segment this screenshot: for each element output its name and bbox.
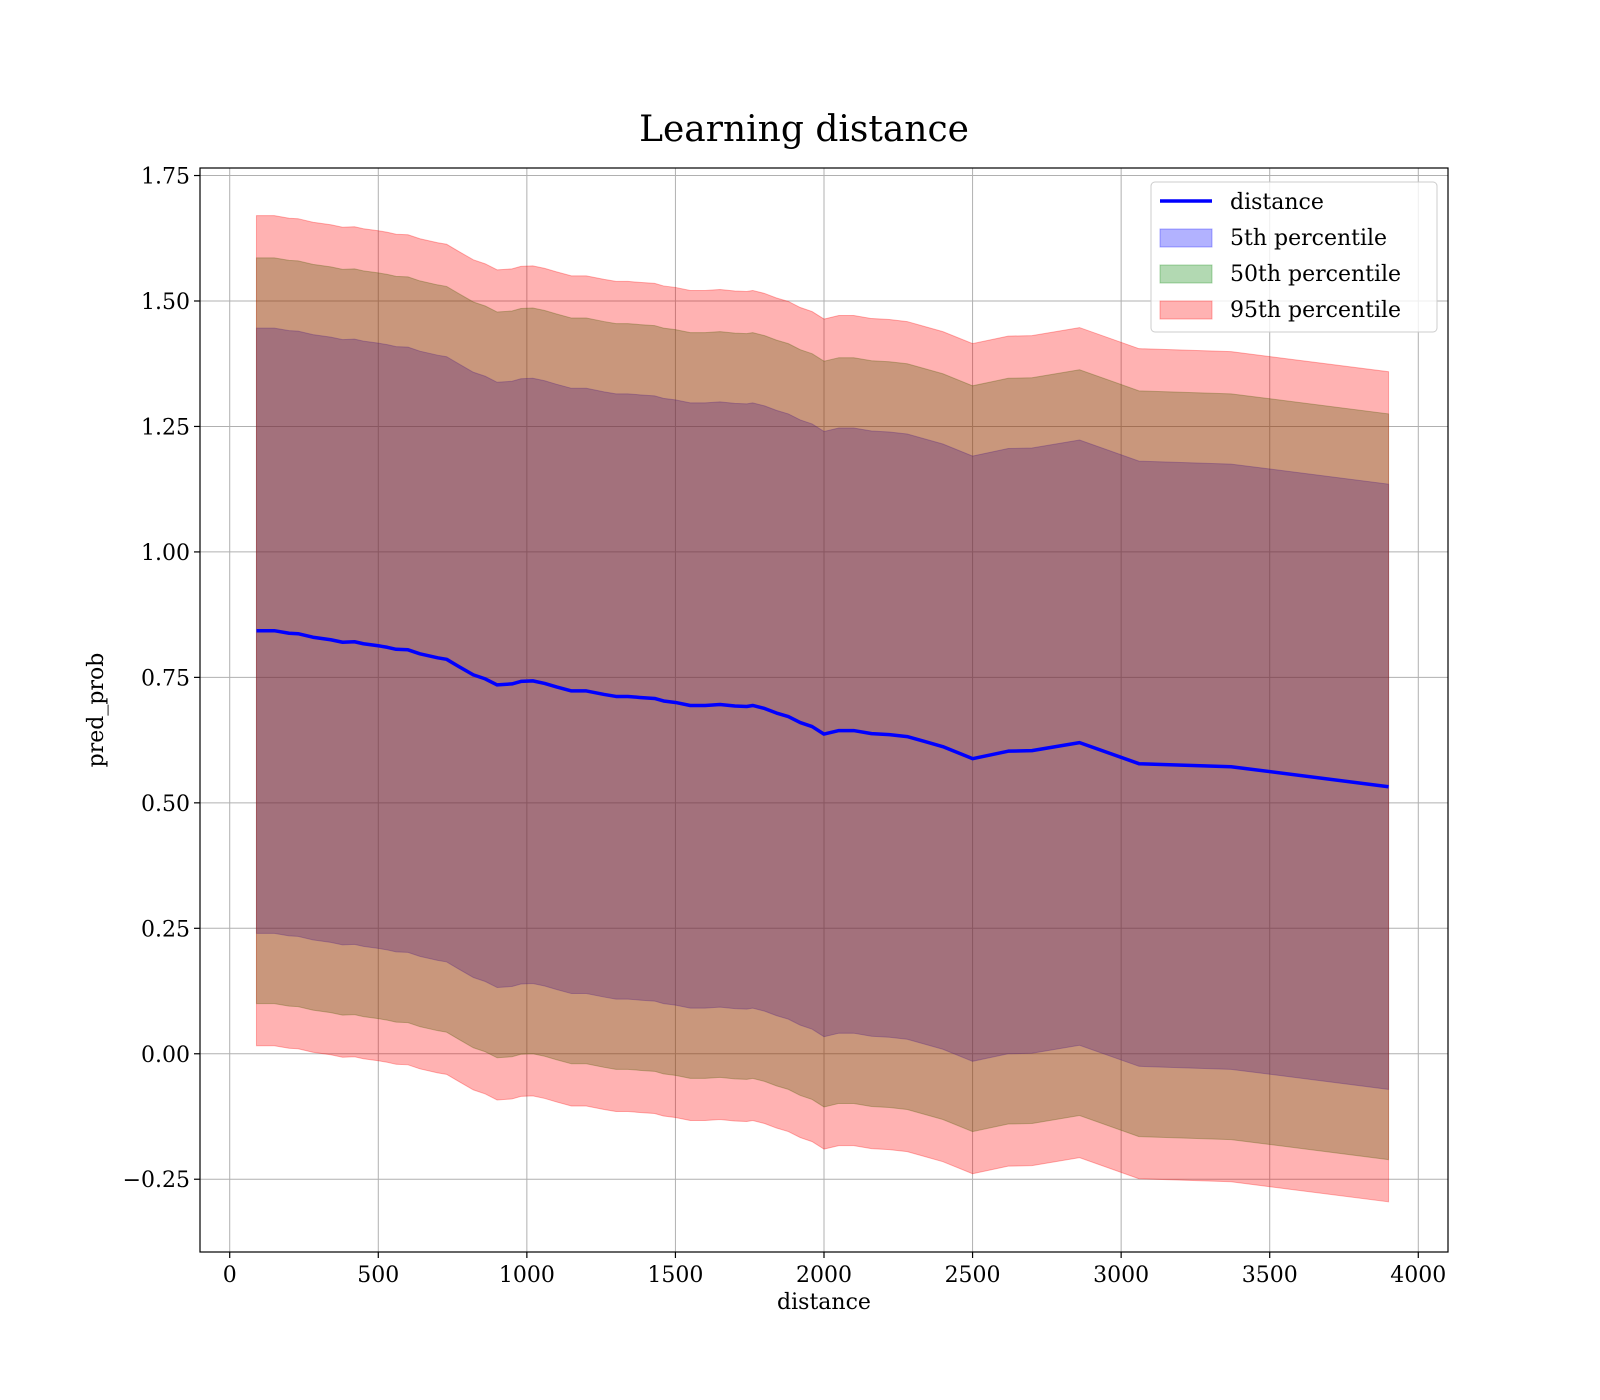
band-5th-percentile [255, 327, 1390, 1090]
x-tick-label: 2000 [796, 1263, 852, 1288]
legend-frame [1150, 181, 1438, 333]
band-50th-percentile [255, 257, 1390, 1161]
y-tick-label: 1.50 [141, 290, 190, 315]
y-tick-label: 0.50 [141, 792, 190, 817]
y-tick-label: 0.25 [141, 917, 190, 942]
x-tick-label: 3000 [1093, 1263, 1149, 1288]
legend-label-50th: 50th percentile [1230, 262, 1401, 287]
legend: distance 5th percentile 50th percentile … [1150, 181, 1438, 333]
y-tick-label: 1.75 [141, 165, 190, 190]
y-axis-label: pred_prob [84, 653, 109, 768]
y-tick-label: 0.75 [141, 666, 190, 691]
legend-label-distance: distance [1230, 190, 1324, 215]
legend-swatch-95th [1159, 300, 1213, 320]
y-tick-label: 1.25 [141, 415, 190, 440]
y-tick-label: 1.00 [141, 541, 190, 566]
legend-swatch-50th [1159, 264, 1213, 284]
grid-layer [200, 168, 1448, 1252]
chart-title: Learning distance [639, 109, 969, 150]
legend-swatch-5th [1159, 228, 1213, 248]
x-axis-label: distance [777, 1290, 871, 1315]
x-tick-label: 1500 [647, 1263, 703, 1288]
x-axis-ticks: 0 500 1000 1500 2000 2500 3000 3500 4000 [223, 1252, 1446, 1288]
x-tick-label: 3500 [1242, 1263, 1298, 1288]
x-tick-label: 4000 [1390, 1263, 1446, 1288]
band-95th-percentile [255, 215, 1390, 1203]
line-layer [256, 628, 1389, 789]
legend-label-95th: 95th percentile [1230, 298, 1401, 323]
x-tick-label: 500 [357, 1263, 399, 1288]
y-axis-ticks: −0.25 0.00 0.25 0.50 0.75 1.00 1.25 1.50 1.75 [123, 165, 200, 1193]
x-tick-label: 2500 [945, 1263, 1001, 1288]
legend-label-5th: 5th percentile [1230, 226, 1387, 251]
x-tick-label: 1000 [499, 1263, 555, 1288]
x-tick-label: 0 [223, 1263, 237, 1288]
y-tick-label: 0.00 [141, 1043, 190, 1068]
band-layer [255, 215, 1390, 1203]
series-line-distance [256, 628, 1389, 789]
y-tick-label: −0.25 [123, 1168, 190, 1193]
